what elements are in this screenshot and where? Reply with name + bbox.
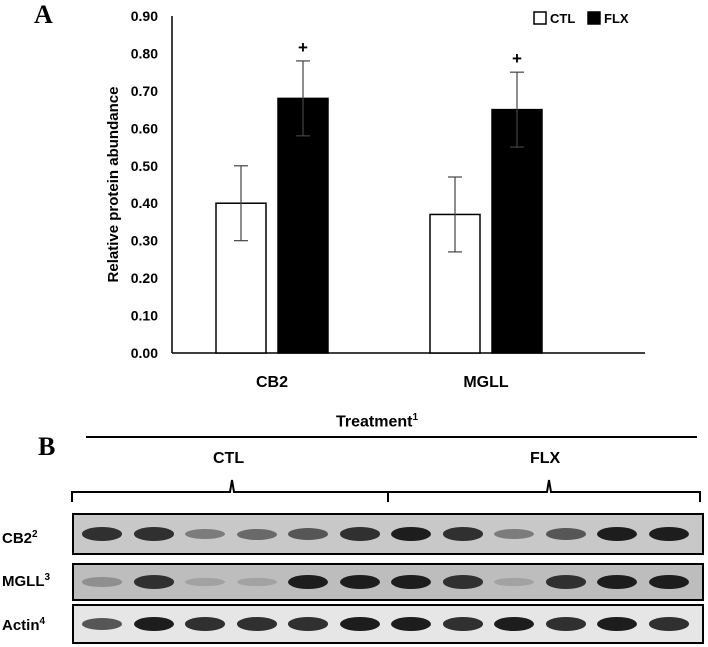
y-tick-label: 0.50 [131, 158, 158, 174]
lane-sup-mgll: 3 [44, 572, 51, 583]
band-cb2 [648, 526, 689, 542]
band-cb2 [494, 528, 534, 540]
band-mgll [288, 574, 328, 590]
band-actin [545, 617, 586, 631]
band-mgll [236, 577, 277, 587]
band-actin [185, 617, 225, 631]
band-cb2 [236, 528, 277, 540]
blot-actin [72, 604, 704, 644]
band-actin [597, 616, 637, 632]
band-mgll [185, 577, 225, 587]
lane-name-mgll: MGLL [2, 573, 45, 590]
band-mgll [82, 577, 122, 587]
y-tick-label: 0.40 [131, 195, 158, 211]
legend-swatch-ctl [533, 11, 547, 25]
band-cb2 [597, 526, 637, 542]
bar-chart: 0.00 0.10 0.20 0.30 0.40 0.50 0.60 0.70 0.80 0.90… [105, 8, 645, 391]
blot-cb2 [72, 513, 704, 555]
treatment-text: Treatment [336, 413, 413, 431]
y-tick-label: 0.00 [131, 345, 158, 361]
lane-sup-cb2: 2 [32, 529, 38, 540]
blot-mgll [72, 563, 704, 601]
band-cb2 [82, 527, 122, 541]
band-mgll [648, 574, 689, 590]
y-tick-label: 0.60 [131, 120, 158, 136]
bar-flx-cb2 [277, 97, 329, 354]
band-actin [442, 617, 483, 631]
y-tick-label: 0.90 [131, 8, 158, 24]
legend-swatch-flx [587, 11, 601, 25]
band-cb2 [133, 527, 174, 541]
band-actin [288, 617, 328, 631]
y-tick-label: 0.70 [131, 83, 158, 99]
group-label-flx: FLX [530, 450, 561, 467]
band-actin [391, 616, 431, 632]
lane-name-cb2: CB2 [2, 530, 33, 547]
band-mgll [133, 575, 174, 589]
lane-sup-actin: 4 [39, 616, 46, 627]
band-cb2 [288, 528, 328, 540]
lane-label-cb2: CB22 [2, 529, 38, 547]
group-label-ctl: CTL [213, 450, 245, 467]
significance-marker: + [298, 38, 308, 57]
band-mgll [597, 574, 637, 590]
treatment-label: Treatment1 [336, 412, 418, 431]
band-mgll [494, 577, 534, 587]
band-cb2 [391, 526, 431, 542]
band-mgll [442, 575, 483, 589]
legend-label-flx: FLX [604, 11, 629, 26]
significance-marker: + [512, 49, 522, 68]
legend-label-ctl: CTL [550, 11, 575, 26]
band-actin [339, 616, 380, 632]
band-actin [648, 617, 689, 631]
treatment-sup: 1 [412, 412, 419, 423]
x-tick-label: MGLL [463, 374, 509, 391]
band-cb2 [545, 528, 586, 540]
band-actin [494, 616, 534, 632]
lane-label-mgll: MGLL3 [2, 572, 50, 590]
band-mgll [339, 574, 380, 590]
y-tick-label: 0.80 [131, 45, 158, 61]
band-actin [236, 617, 277, 631]
panel-b-label: B [38, 432, 56, 461]
band-cb2 [185, 528, 225, 540]
band-mgll [545, 575, 586, 589]
y-tick-label: 0.10 [131, 308, 158, 324]
lane-label-actin: Actin4 [2, 616, 45, 634]
band-actin [82, 618, 122, 630]
y-axis-label: Relative protein abundance [105, 87, 122, 283]
bar-flx-mgll [491, 108, 543, 354]
y-tick-label: 0.30 [131, 233, 158, 249]
band-cb2 [339, 527, 380, 541]
band-mgll [391, 574, 431, 590]
panel-a-label: A [34, 0, 53, 29]
x-tick-label: CB2 [256, 374, 288, 391]
y-tick-label: 0.20 [131, 270, 158, 286]
band-actin [133, 616, 174, 632]
band-cb2 [442, 527, 483, 541]
lane-name-actin: Actin [2, 617, 40, 634]
